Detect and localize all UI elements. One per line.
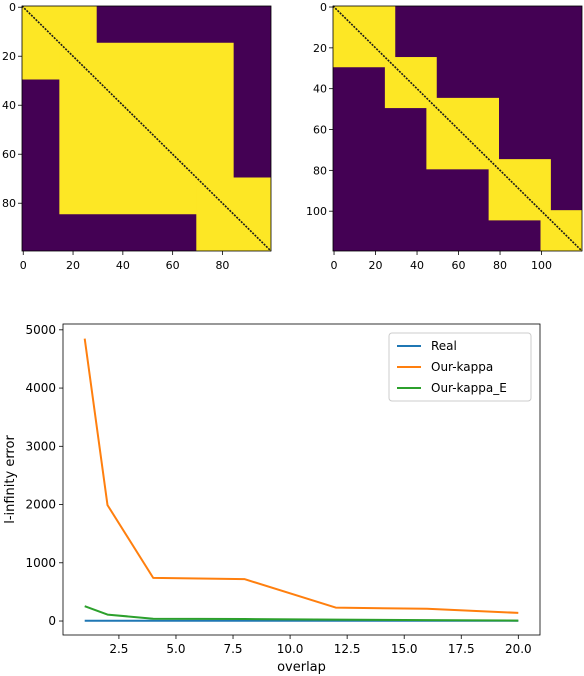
legend-box	[388, 332, 532, 402]
y-tick-label: 80	[2, 197, 16, 210]
x-tick-label: 80	[493, 259, 507, 272]
x-tick-label: 2.5	[109, 642, 128, 656]
x-tick-label: 20.0	[505, 642, 532, 656]
y-tick-label: 4000	[25, 381, 56, 395]
legend-label: Our-kappa	[431, 360, 493, 374]
x-tick-label: 100	[531, 259, 552, 272]
y-tick-label: 40	[2, 99, 16, 112]
x-tick-label: 15.0	[391, 642, 418, 656]
legend-label: Real	[431, 339, 457, 353]
y-tick-label: 0	[9, 1, 16, 14]
heatmap-panel-right: 0 20 40 60 80 100 0 20 40 60 80 100	[306, 1, 583, 272]
x-tick-label: 60	[452, 259, 466, 272]
series-line-our-kappa-e	[84, 605, 519, 622]
y-tick-label: 0	[48, 614, 56, 628]
x-tick-label: 0	[331, 259, 338, 272]
y-tick-label: 100	[306, 205, 327, 218]
y-tick-label: 5000	[25, 323, 56, 337]
y-tick-label: 2000	[25, 498, 56, 512]
x-tick-label: 40	[116, 259, 130, 272]
heatmap-diagonal	[21, 5, 272, 252]
x-tick-label: 0	[20, 259, 27, 272]
y-tick-label: 20	[2, 50, 16, 63]
heatmap-frame	[21, 5, 272, 252]
y-tick-label: 1000	[25, 556, 56, 570]
x-tick-label: 20	[66, 259, 80, 272]
heatmap-block	[196, 177, 271, 251]
x-tick-label: 60	[166, 259, 180, 272]
x-tick-label: 7.5	[223, 642, 242, 656]
heatmap-frame	[332, 5, 583, 252]
x-tick-label: 20	[369, 259, 383, 272]
x-tick-label: 40	[410, 259, 424, 272]
series-line-our-kappa	[83, 338, 519, 614]
heatmap-panel-left: 0 20 40 60 80 0 20 40 60 80	[2, 1, 272, 272]
y-tick-label: 60	[2, 148, 16, 161]
x-tick-label: 12.5	[334, 642, 361, 656]
heatmap-diagonal	[332, 5, 583, 252]
x-tick-label: 80	[215, 259, 229, 272]
y-tick-label: 60	[313, 124, 327, 137]
y-axis-label: l-infinity error	[3, 435, 18, 524]
x-axis-label: overlap	[277, 660, 326, 675]
y-tick-label: 80	[313, 164, 327, 177]
x-tick-label: 5.0	[166, 642, 185, 656]
line-chart-panel: 2.5 5.0 7.5 10.0 12.5 15.0 17.5 20.0 0 1000 2000 30…	[3, 323, 541, 675]
y-tick-label: 20	[313, 42, 327, 55]
legend-label: Our-kappa_E	[431, 381, 507, 395]
y-tick-label: 0	[320, 1, 327, 14]
y-tick-label: 3000	[25, 439, 56, 453]
x-tick-label: 17.5	[448, 642, 475, 656]
y-tick-label: 40	[313, 83, 327, 96]
x-tick-label: 10.0	[277, 642, 304, 656]
